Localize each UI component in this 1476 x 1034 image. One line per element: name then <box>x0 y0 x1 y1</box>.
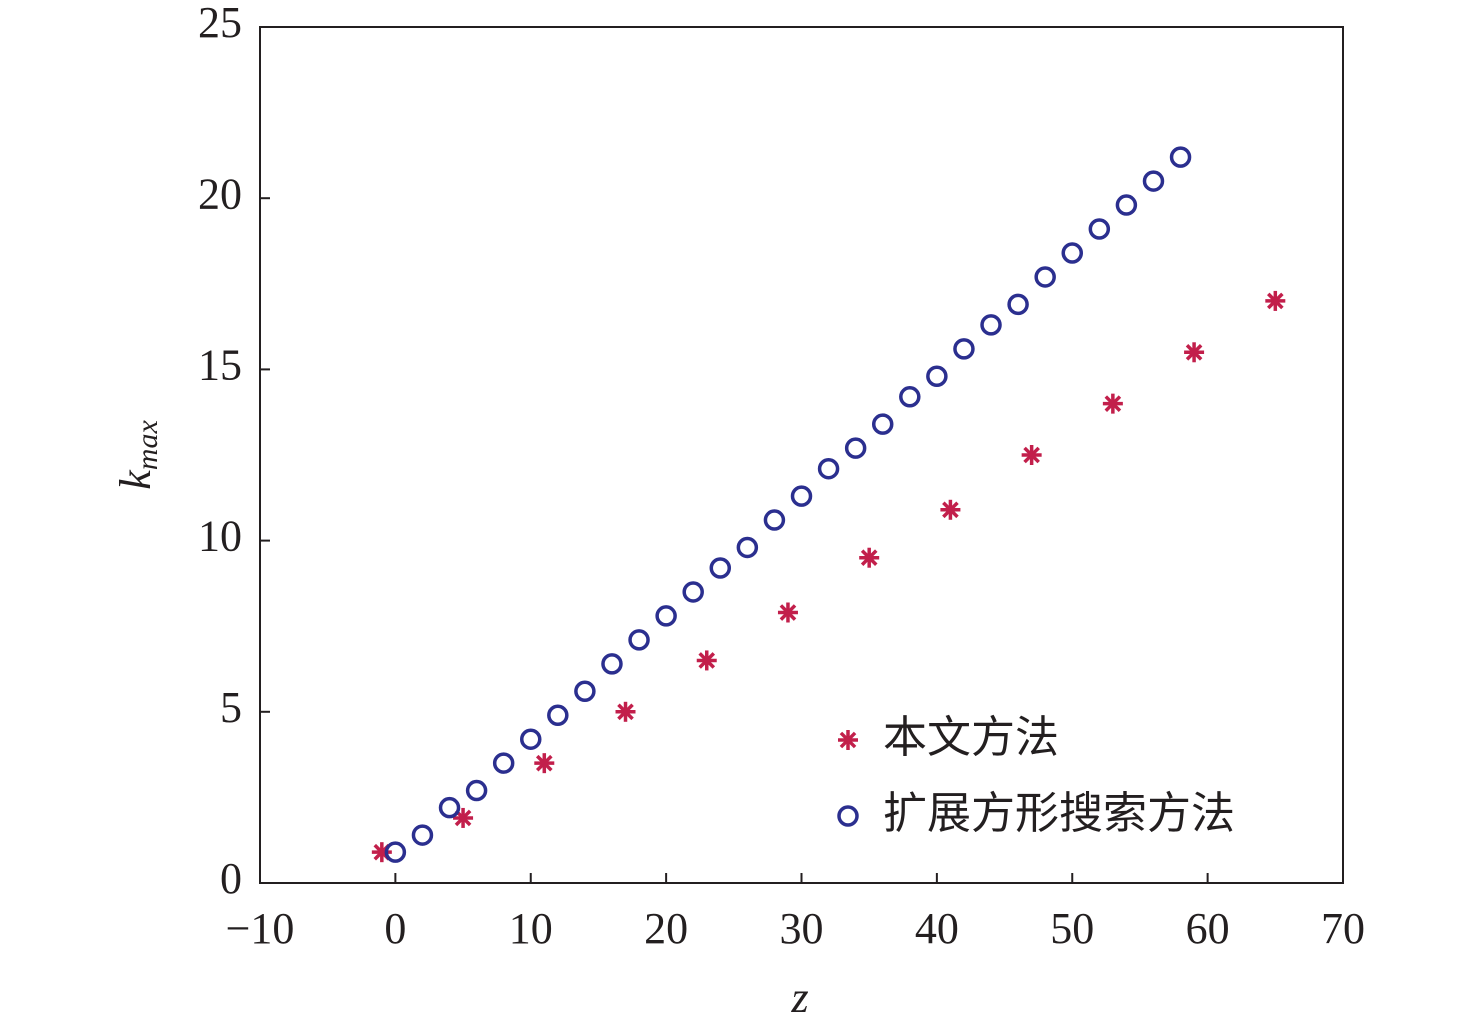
star-marker <box>838 730 858 750</box>
x-tick-label: −10 <box>226 904 295 953</box>
y-tick-label: 15 <box>198 340 242 389</box>
circle-marker <box>628 629 650 651</box>
circle-marker <box>1169 146 1192 168</box>
star-marker <box>859 547 880 568</box>
circle-marker <box>844 437 867 459</box>
circle-marker <box>574 680 596 703</box>
circle-marker <box>953 338 975 360</box>
circle-marker <box>601 653 623 675</box>
circle-marker <box>465 779 488 802</box>
star-stroke <box>535 754 553 772</box>
circle-marker <box>1088 218 1111 240</box>
circle-marker <box>1061 242 1083 264</box>
y-axis-label-main: k <box>111 469 160 490</box>
legend-label: 本文方法 <box>883 712 1059 763</box>
star-stroke <box>1104 395 1122 412</box>
x-tick-label: 50 <box>1050 904 1094 953</box>
star-stroke <box>698 652 716 669</box>
star-stroke <box>839 731 857 749</box>
circle-marker <box>837 805 859 827</box>
y-axis-label-sub: max <box>131 420 164 471</box>
y-tick-label: 5 <box>220 683 242 732</box>
star-stroke <box>1185 343 1203 361</box>
circle-marker <box>682 581 704 603</box>
y-tick-label: 10 <box>198 512 242 561</box>
y-axis-label: kmax <box>111 420 164 490</box>
y-tick-label: 25 <box>198 0 242 47</box>
star-marker <box>453 807 474 828</box>
circle-marker <box>1007 293 1029 316</box>
circle-marker <box>899 386 921 408</box>
star-stroke <box>860 549 878 567</box>
plot-frame <box>259 26 1344 884</box>
star-marker <box>1102 393 1123 414</box>
x-tick-label: 40 <box>915 904 959 953</box>
x-tick-label: 70 <box>1321 904 1365 953</box>
circle-marker <box>763 509 786 531</box>
star-marker <box>615 701 636 722</box>
x-tick-label: 60 <box>1186 904 1230 953</box>
circle-marker <box>709 557 732 579</box>
star-stroke <box>942 501 959 519</box>
circle-marker <box>980 314 1002 336</box>
circle-marker <box>817 457 840 480</box>
circle-marker <box>492 752 515 774</box>
legend-label: 扩展方形搜索方法 <box>883 788 1235 839</box>
circle-marker <box>520 728 542 750</box>
x-tick-label: 0 <box>384 904 406 953</box>
star-marker <box>696 650 717 671</box>
star-stroke <box>1023 446 1040 464</box>
circle-marker <box>655 605 677 627</box>
circle-marker <box>1142 170 1165 192</box>
star-marker <box>1021 445 1042 465</box>
star-marker <box>777 602 798 623</box>
x-tick-label: 10 <box>509 904 553 953</box>
x-tick-label: 20 <box>644 904 688 953</box>
circle-marker <box>871 413 894 435</box>
star-marker <box>1184 342 1205 363</box>
circle-marker <box>926 365 948 387</box>
circle-marker <box>438 796 461 819</box>
star-stroke <box>617 703 634 721</box>
circle-marker <box>1115 194 1138 216</box>
star-marker <box>1265 290 1286 311</box>
circle-marker <box>547 704 569 726</box>
circle-marker <box>411 824 434 846</box>
star-stroke <box>1267 292 1284 310</box>
star-marker <box>534 753 555 774</box>
x-axis-label: z <box>790 973 808 1022</box>
y-axis-label-group: kmax <box>111 420 164 490</box>
x-tick-label: 30 <box>780 904 824 953</box>
y-tick-label: 0 <box>220 854 242 903</box>
star-stroke <box>779 604 797 621</box>
circle-marker <box>384 841 407 863</box>
y-tick-label: 20 <box>198 169 242 218</box>
star-marker <box>940 499 961 520</box>
circle-marker <box>1034 266 1056 288</box>
circle-marker <box>790 485 813 507</box>
circle-marker <box>736 536 759 559</box>
